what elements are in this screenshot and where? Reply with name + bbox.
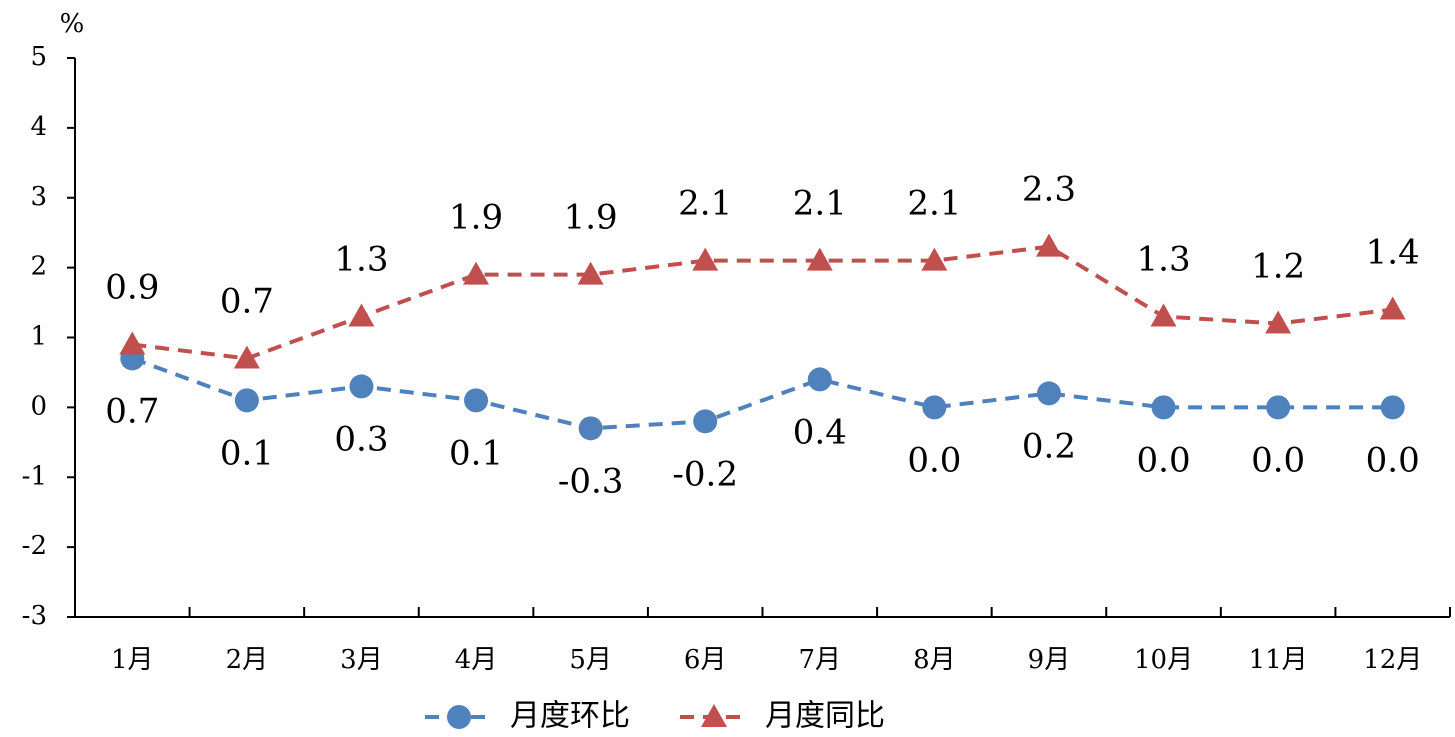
point <box>1151 395 1176 420</box>
point <box>692 247 719 271</box>
point <box>577 261 604 285</box>
y-tick-label: 4 <box>30 112 47 142</box>
point <box>464 388 489 413</box>
data-label: 2.3 <box>1022 170 1076 210</box>
x-tick-label: 6月 <box>684 645 727 675</box>
y-tick-label: -3 <box>22 601 47 631</box>
point <box>119 331 146 355</box>
data-label: 0.0 <box>1137 440 1191 480</box>
point <box>578 416 603 441</box>
point <box>1379 296 1406 320</box>
point <box>693 409 718 434</box>
x-tick-label: 2月 <box>226 645 269 675</box>
data-label: 1.9 <box>449 198 503 238</box>
legend-marker <box>701 704 727 727</box>
data-label: 2.1 <box>907 184 961 224</box>
x-tick-label: 9月 <box>1028 645 1071 675</box>
legend-label: 月度同比 <box>765 699 885 734</box>
data-label: 0.1 <box>220 433 274 473</box>
data-label: 0.0 <box>1366 440 1420 480</box>
data-label: -0.3 <box>558 461 624 501</box>
point <box>1035 233 1062 257</box>
point <box>463 261 490 285</box>
point <box>922 395 947 420</box>
y-tick-label: 0 <box>30 391 47 421</box>
point <box>1265 310 1292 334</box>
x-tick-label: 7月 <box>799 645 842 675</box>
data-label: 0.1 <box>449 433 503 473</box>
point <box>921 247 948 271</box>
x-tick-label: 1月 <box>111 645 154 675</box>
data-label: 0.0 <box>1251 440 1305 480</box>
x-tick-label: 11月 <box>1249 645 1308 675</box>
point <box>233 345 260 369</box>
data-label: 0.7 <box>220 281 274 321</box>
x-tick-label: 4月 <box>455 645 498 675</box>
legend-marker <box>447 705 471 729</box>
data-label: -0.2 <box>672 454 738 494</box>
y-tick-label: 1 <box>30 322 47 352</box>
point <box>349 374 374 399</box>
data-label: 0.7 <box>105 391 159 431</box>
legend-label: 月度环比 <box>510 699 630 734</box>
data-label: 0.9 <box>105 267 159 307</box>
point <box>234 388 259 413</box>
y-tick-label: 3 <box>30 182 47 212</box>
x-tick-label: 5月 <box>569 645 612 675</box>
data-label: 1.3 <box>1137 240 1191 280</box>
x-tick-label: 3月 <box>340 645 383 675</box>
series-line <box>132 244 1393 361</box>
point <box>1036 381 1061 406</box>
data-label: 0.0 <box>907 440 961 480</box>
data-label: 2.1 <box>793 184 847 224</box>
point <box>1380 395 1405 420</box>
data-label: 1.3 <box>334 240 388 280</box>
y-axis-label: % <box>60 9 85 39</box>
data-label: 1.9 <box>564 198 618 238</box>
y-tick-label: 2 <box>30 252 47 282</box>
data-label: 0.4 <box>793 412 847 452</box>
y-tick-label: -1 <box>22 461 47 491</box>
point <box>1150 303 1177 327</box>
data-label: 1.2 <box>1251 247 1305 287</box>
x-tick-label: 8月 <box>913 645 956 675</box>
data-label: 0.3 <box>334 419 388 459</box>
point <box>1266 395 1291 420</box>
point <box>807 367 832 392</box>
y-tick-label: -2 <box>22 531 47 561</box>
data-label: 1.4 <box>1366 233 1420 273</box>
y-tick-label: 5 <box>30 42 47 72</box>
point <box>348 303 375 327</box>
x-tick-label: 10月 <box>1134 645 1193 675</box>
point <box>806 247 833 271</box>
x-tick-label: 12月 <box>1363 645 1422 675</box>
series-line <box>131 356 1393 431</box>
data-label: 0.2 <box>1022 426 1076 466</box>
data-label: 2.1 <box>678 184 732 224</box>
